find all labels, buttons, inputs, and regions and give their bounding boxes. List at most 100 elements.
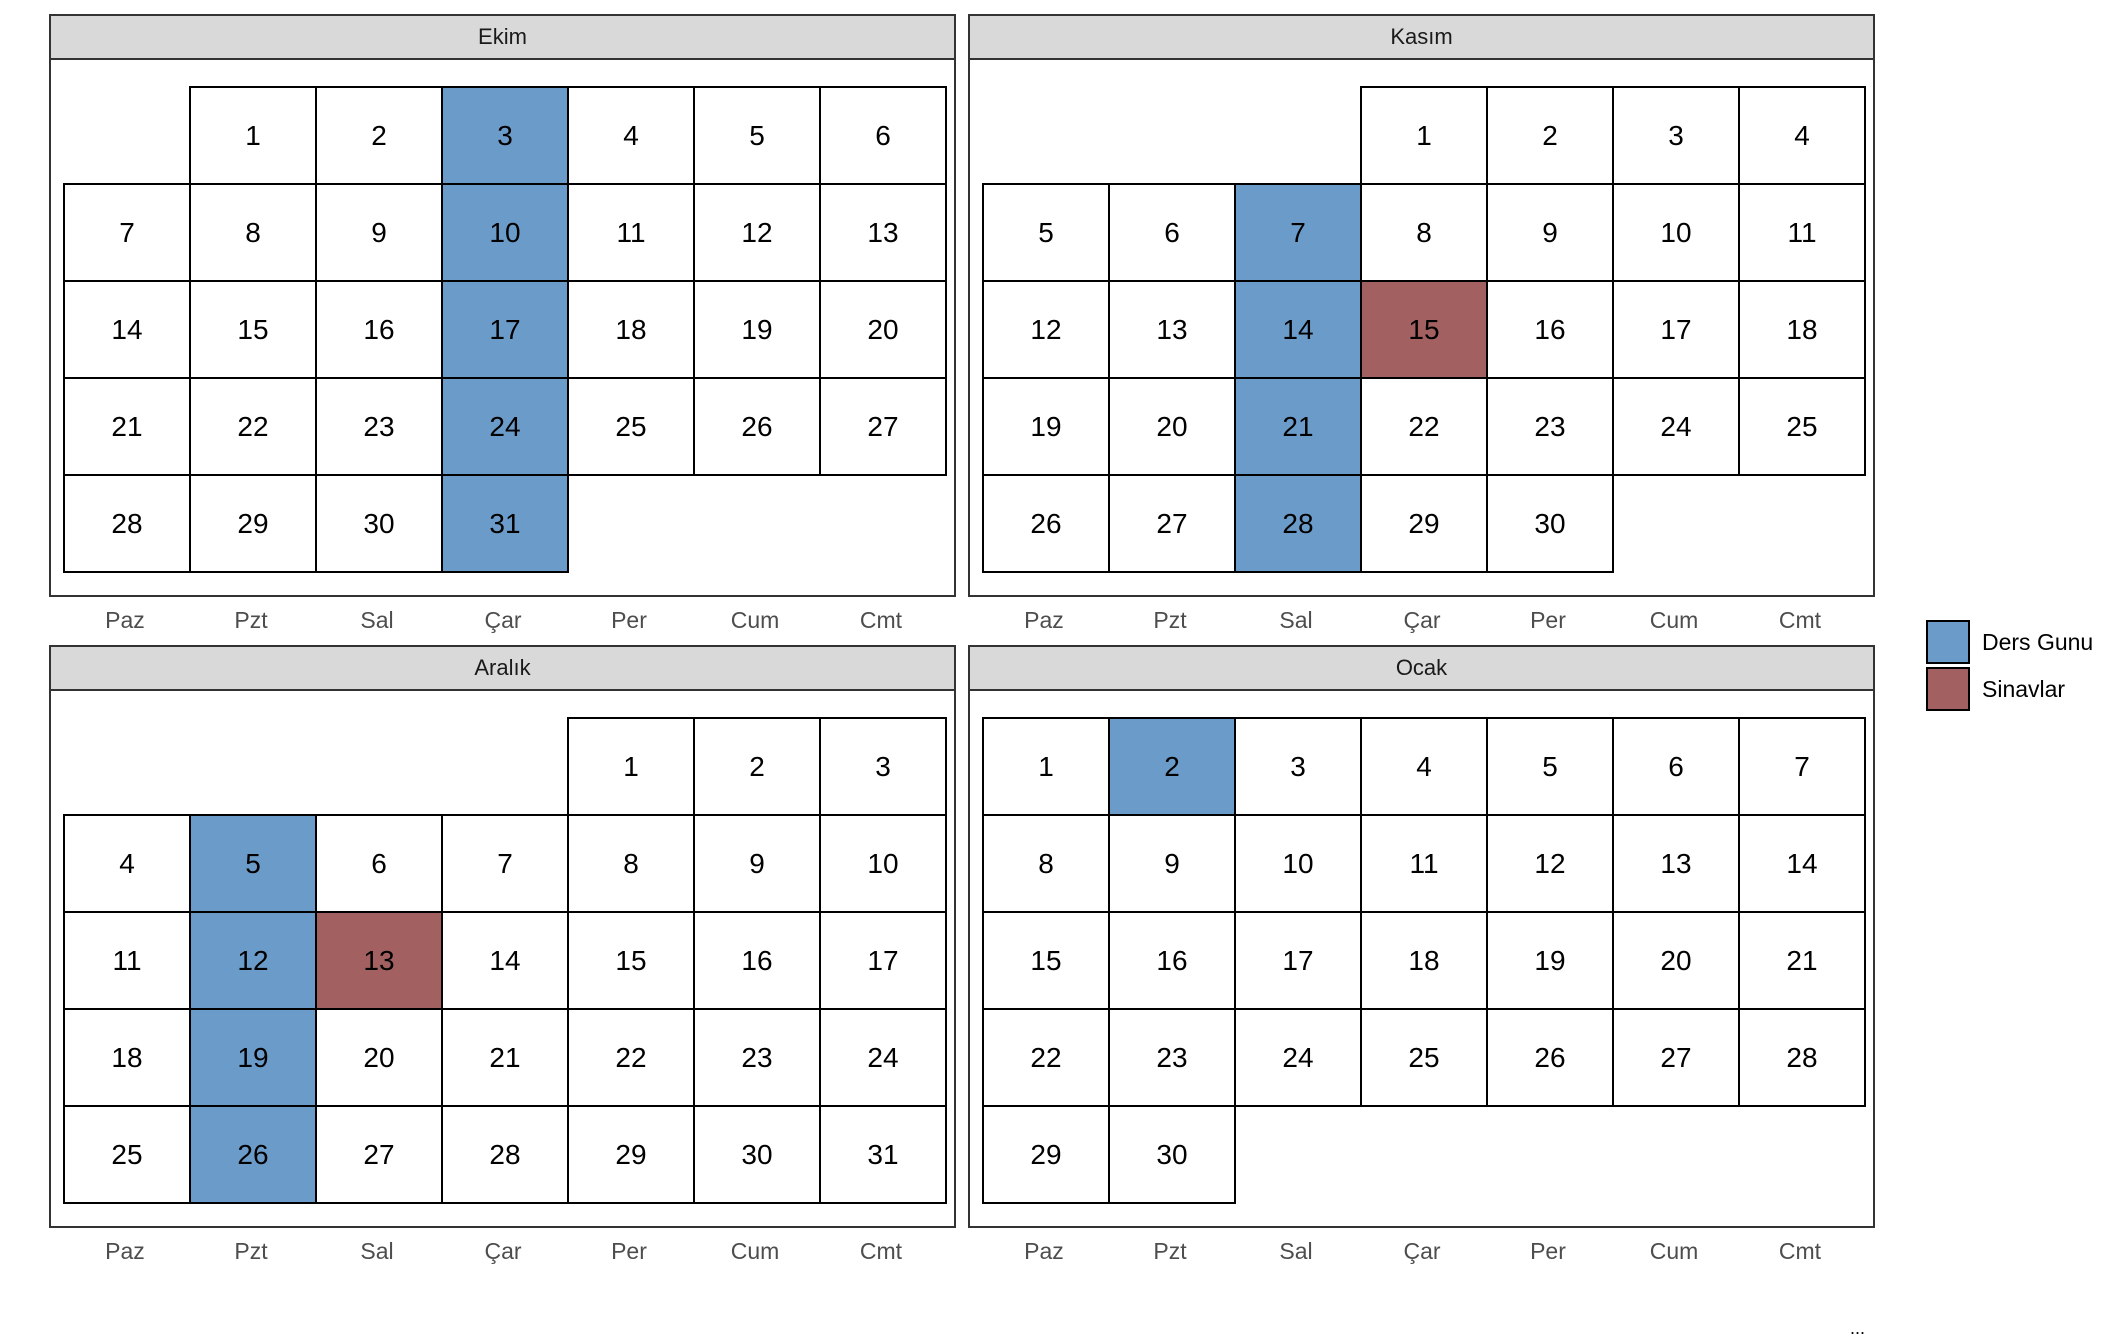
day-cell: 16 <box>693 911 821 1010</box>
day-cell: 7 <box>63 183 191 282</box>
day-cell: 12 <box>189 911 317 1010</box>
day-cell: 27 <box>315 1105 443 1204</box>
day-cell: 4 <box>63 814 191 913</box>
day-cell: 14 <box>1234 280 1362 379</box>
legend-key-sinavlar <box>1926 667 1970 711</box>
weekday-tick-label: Cum <box>1649 1238 1699 1264</box>
day-cell: 29 <box>189 474 317 573</box>
day-cell: 15 <box>982 911 1110 1010</box>
weekday-tick-label: Cum <box>730 607 780 633</box>
day-cell: 20 <box>1108 377 1236 476</box>
day-cell: 17 <box>1234 911 1362 1010</box>
day-cell: 22 <box>1360 377 1488 476</box>
day-cell: 12 <box>1486 814 1614 913</box>
day-cell: 28 <box>1738 1008 1866 1107</box>
day-cell: 18 <box>1360 911 1488 1010</box>
day-cell: 19 <box>982 377 1110 476</box>
day-cell: 6 <box>819 86 947 185</box>
legend-label-ders_gunu: Ders Gunu <box>1982 629 2094 655</box>
weekday-tick-label: Per <box>1530 607 1566 633</box>
day-cell: 23 <box>1486 377 1614 476</box>
weekday-tick-label: Cum <box>730 1238 780 1264</box>
month-title: Aralık <box>51 647 954 691</box>
day-cell: 10 <box>441 183 569 282</box>
day-cell: 24 <box>819 1008 947 1107</box>
day-cell: 7 <box>1234 183 1362 282</box>
day-cell: 25 <box>1360 1008 1488 1107</box>
day-cell: 26 <box>982 474 1110 573</box>
day-cell: 9 <box>693 814 821 913</box>
weekday-tick-label: Per <box>611 607 647 633</box>
day-cell: 9 <box>1486 183 1614 282</box>
day-cell: 14 <box>63 280 191 379</box>
day-cell: 28 <box>63 474 191 573</box>
day-cell: 2 <box>1486 86 1614 185</box>
day-cell: 13 <box>1108 280 1236 379</box>
calendar-panel-2: Aralık 1 2 3 4 5 6 7 8 9 10 11 12 13 14 15 16 17 18 19 20 21 2… <box>49 645 956 1228</box>
day-cell: 21 <box>441 1008 569 1107</box>
calendar-panel-0: Ekim 1 2 3 4 5 6 7 8 9 10 11 12 13 14 15 16 17 18 19 20 21 22 2… <box>49 14 956 597</box>
day-cell: 27 <box>1108 474 1236 573</box>
day-cell: 12 <box>982 280 1110 379</box>
weekday-tick-label: Sal <box>360 1238 394 1264</box>
day-cell: 22 <box>982 1008 1110 1107</box>
day-cell: 26 <box>189 1105 317 1204</box>
weekday-tick-label: Paz <box>1024 607 1064 633</box>
calendar-panel-1: Kasım 1 2 3 4 5 6 7 8 9 10 11 12 13 14 15 16 17 18 19 20 21 22… <box>968 14 1875 597</box>
weekday-tick-label: Cmt <box>859 1238 903 1264</box>
weekday-tick-label: Cmt <box>859 607 903 633</box>
day-cell: 1 <box>982 717 1110 816</box>
day-cell: 6 <box>315 814 443 913</box>
day-cell: 23 <box>1108 1008 1236 1107</box>
day-cell: 30 <box>693 1105 821 1204</box>
day-cell: 20 <box>315 1008 443 1107</box>
day-cell: 23 <box>315 377 443 476</box>
day-cell: 1 <box>189 86 317 185</box>
day-cell: 21 <box>63 377 191 476</box>
day-cell: 11 <box>1738 183 1866 282</box>
legend-key-ders_gunu <box>1926 620 1970 664</box>
day-cell: 3 <box>819 717 947 816</box>
day-cell: 23 <box>693 1008 821 1107</box>
month-title: Kasım <box>970 16 1873 60</box>
day-cell: 14 <box>1738 814 1866 913</box>
day-cell: 6 <box>1612 717 1740 816</box>
day-cell: 16 <box>315 280 443 379</box>
day-cell: 10 <box>819 814 947 913</box>
day-cell: 5 <box>982 183 1110 282</box>
day-cell: 18 <box>567 280 695 379</box>
day-cell: 2 <box>315 86 443 185</box>
day-cell: 5 <box>1486 717 1614 816</box>
day-cell: 11 <box>567 183 695 282</box>
day-cell: 18 <box>63 1008 191 1107</box>
weekday-tick-label: Çar <box>1403 607 1441 633</box>
day-cell: 22 <box>567 1008 695 1107</box>
weekday-tick-label: Çar <box>1403 1238 1441 1264</box>
day-cell: 1 <box>567 717 695 816</box>
day-cell: 16 <box>1486 280 1614 379</box>
day-cell: 3 <box>1612 86 1740 185</box>
day-cell: 4 <box>1360 717 1488 816</box>
weekday-tick-label: Cmt <box>1778 607 1822 633</box>
day-cell: 27 <box>819 377 947 476</box>
day-cell: 1 <box>1360 86 1488 185</box>
day-cell: 26 <box>1486 1008 1614 1107</box>
weekday-tick-label: Pzt <box>234 607 268 633</box>
day-cell: 12 <box>693 183 821 282</box>
day-cell: 19 <box>693 280 821 379</box>
day-cell: 8 <box>982 814 1110 913</box>
day-cell: 15 <box>567 911 695 1010</box>
day-cell: 13 <box>315 911 443 1010</box>
day-cell: 29 <box>1360 474 1488 573</box>
day-cell: 30 <box>1486 474 1614 573</box>
day-cell: 30 <box>1108 1105 1236 1204</box>
month-title: Ekim <box>51 16 954 60</box>
day-cell: 19 <box>189 1008 317 1107</box>
day-cell: 25 <box>1738 377 1866 476</box>
day-cell: 13 <box>819 183 947 282</box>
day-cell: 17 <box>819 911 947 1010</box>
day-cell: 28 <box>1234 474 1362 573</box>
day-cell: 29 <box>982 1105 1110 1204</box>
day-cell: 10 <box>1234 814 1362 913</box>
day-cell: 21 <box>1234 377 1362 476</box>
